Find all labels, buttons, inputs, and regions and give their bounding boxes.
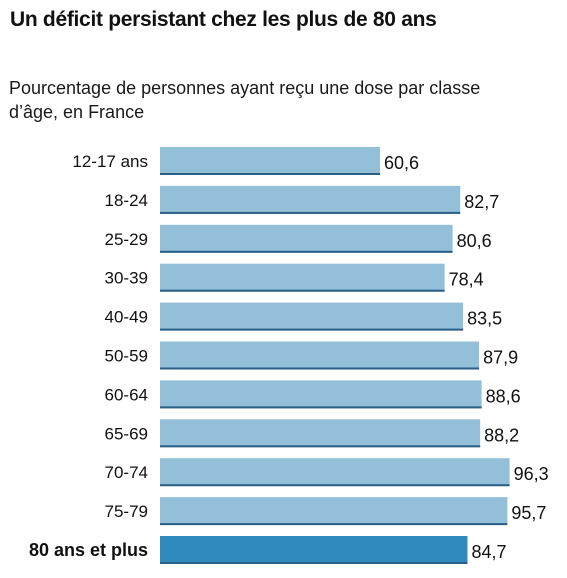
category-label: 70-74 [105,463,148,482]
value-label: 96,3 [514,464,549,484]
category-label: 25-29 [105,230,148,249]
bar-underline [160,484,510,487]
category-label: 60-64 [105,385,148,404]
category-label: 12-17 ans [72,152,148,171]
bar-underline [160,211,461,214]
bar [160,263,445,292]
bar-underline [160,445,481,448]
value-label: 87,9 [483,348,518,368]
bar [160,302,464,331]
bar-underline [160,328,464,331]
chart-subtitle: Pourcentage de personnes ayant reçu une … [9,78,481,122]
value-label: 78,4 [449,270,484,290]
category-label: 75-79 [105,502,148,521]
value-label: 84,7 [471,542,506,562]
bar-underline [160,562,468,564]
bar-underline [160,250,453,253]
bar [160,380,482,409]
bar [160,341,480,370]
chart-title: Un déficit persistant chez les plus de 8… [10,8,437,31]
bar-underline [160,406,482,409]
bar-underline [160,173,380,175]
bar-underline [160,523,508,526]
category-label: 65-69 [105,424,148,443]
bar [160,185,461,214]
bar-highlight [160,536,468,564]
value-label: 80,6 [457,231,492,251]
value-label: 83,5 [467,309,502,329]
category-label: 40-49 [105,308,148,327]
bar-underline [160,367,480,370]
bar [160,497,508,526]
value-label: 88,6 [486,386,521,406]
value-label: 95,7 [511,503,546,523]
category-label: 80 ans et plus [29,540,148,560]
value-label: 60,6 [384,153,419,173]
bar-underline [160,289,445,292]
category-label: 50-59 [105,347,148,366]
category-label: 18-24 [105,191,148,210]
value-label: 82,7 [464,192,499,212]
bar [160,458,510,487]
bar [160,147,380,175]
bar [160,419,481,448]
value-label: 88,2 [484,425,519,445]
category-label: 30-39 [105,269,148,288]
bar [160,224,453,253]
